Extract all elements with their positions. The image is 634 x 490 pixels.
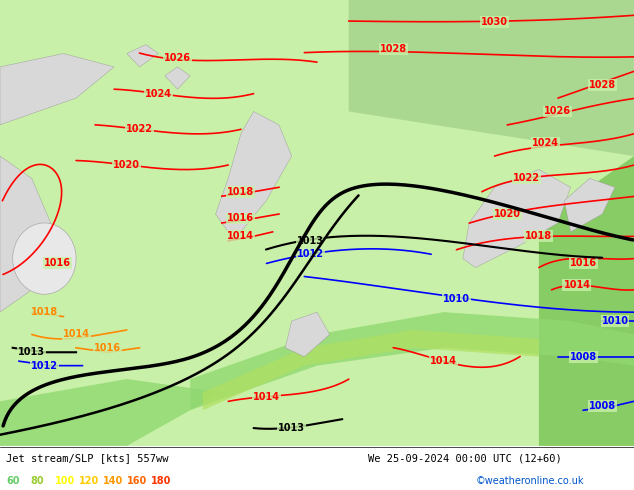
Polygon shape bbox=[127, 45, 158, 67]
Text: 1018: 1018 bbox=[228, 187, 254, 197]
Polygon shape bbox=[0, 156, 51, 312]
Ellipse shape bbox=[13, 223, 76, 294]
Text: Jet stream/SLP [kts] 557ww: Jet stream/SLP [kts] 557ww bbox=[6, 453, 169, 463]
Polygon shape bbox=[349, 0, 634, 156]
Text: 1014: 1014 bbox=[430, 356, 457, 366]
Text: 1022: 1022 bbox=[513, 173, 540, 183]
Text: 1008: 1008 bbox=[570, 352, 597, 362]
Text: 1018: 1018 bbox=[31, 307, 58, 317]
Text: 1016: 1016 bbox=[228, 214, 254, 223]
Text: We 25-09-2024 00:00 UTC (12+60): We 25-09-2024 00:00 UTC (12+60) bbox=[368, 453, 562, 463]
Polygon shape bbox=[539, 156, 634, 446]
Text: 1030: 1030 bbox=[481, 17, 508, 27]
Polygon shape bbox=[0, 379, 222, 446]
Text: 1024: 1024 bbox=[532, 138, 559, 147]
Text: 120: 120 bbox=[79, 476, 99, 486]
Text: 1020: 1020 bbox=[494, 209, 521, 219]
Text: 1013: 1013 bbox=[18, 347, 45, 357]
Text: 80: 80 bbox=[30, 476, 44, 486]
Polygon shape bbox=[216, 112, 292, 232]
Text: 1014: 1014 bbox=[253, 392, 280, 402]
Text: 1013: 1013 bbox=[297, 236, 324, 246]
Text: 1013: 1013 bbox=[278, 423, 305, 433]
Text: 1018: 1018 bbox=[526, 231, 552, 242]
Polygon shape bbox=[165, 67, 190, 89]
Polygon shape bbox=[285, 312, 330, 357]
Text: 1014: 1014 bbox=[228, 231, 254, 242]
Text: 1008: 1008 bbox=[589, 401, 616, 411]
Text: 1014: 1014 bbox=[63, 329, 89, 340]
Text: 1016: 1016 bbox=[44, 258, 70, 268]
Text: 1026: 1026 bbox=[545, 106, 571, 117]
Text: 1010: 1010 bbox=[602, 316, 628, 326]
Text: ©weatheronline.co.uk: ©weatheronline.co.uk bbox=[476, 476, 584, 486]
Text: 1028: 1028 bbox=[589, 80, 616, 90]
Text: 1012: 1012 bbox=[31, 361, 58, 370]
Text: 140: 140 bbox=[103, 476, 123, 486]
Polygon shape bbox=[564, 178, 615, 232]
Polygon shape bbox=[463, 170, 571, 268]
Polygon shape bbox=[203, 330, 539, 410]
Polygon shape bbox=[0, 53, 114, 125]
Text: 1014: 1014 bbox=[564, 280, 590, 291]
Text: 1012: 1012 bbox=[297, 249, 324, 259]
Text: 1024: 1024 bbox=[145, 89, 172, 98]
Text: 1016: 1016 bbox=[570, 258, 597, 268]
Text: 1016: 1016 bbox=[94, 343, 121, 353]
Polygon shape bbox=[190, 312, 634, 410]
Text: 1028: 1028 bbox=[380, 44, 406, 54]
Text: 160: 160 bbox=[127, 476, 147, 486]
Text: 1020: 1020 bbox=[113, 160, 140, 170]
Text: 1022: 1022 bbox=[126, 124, 153, 134]
Text: 180: 180 bbox=[151, 476, 171, 486]
Text: 1026: 1026 bbox=[164, 53, 191, 63]
Text: 1010: 1010 bbox=[443, 294, 470, 304]
Text: 60: 60 bbox=[6, 476, 20, 486]
Text: 100: 100 bbox=[55, 476, 75, 486]
